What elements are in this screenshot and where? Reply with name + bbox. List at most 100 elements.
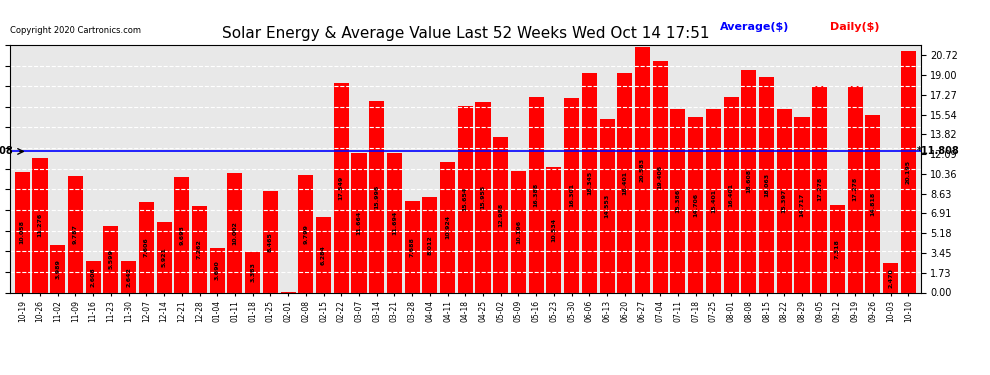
Bar [600,118,615,292]
Bar [263,191,278,292]
Bar [706,108,721,292]
Text: *11.808: *11.808 [0,147,14,156]
Bar [156,222,171,292]
Text: 5.599: 5.599 [108,249,114,269]
Bar [351,153,366,292]
Bar [830,205,844,292]
Bar [847,86,862,292]
Bar [582,74,597,292]
Text: 15.386: 15.386 [675,189,680,213]
Text: 10.058: 10.058 [20,220,25,245]
Text: 18.063: 18.063 [764,172,769,196]
Text: 15.955: 15.955 [480,185,485,209]
Text: 16.301: 16.301 [569,183,574,207]
Text: 2.642: 2.642 [126,267,131,286]
Bar [86,261,101,292]
Text: 7.262: 7.262 [197,239,202,259]
Text: 2.608: 2.608 [91,267,96,287]
Bar [210,248,225,292]
Bar [174,177,189,292]
Text: 3.989: 3.989 [55,259,60,279]
Text: 14.706: 14.706 [693,193,698,217]
Bar [742,70,756,292]
Bar [564,98,579,292]
Text: 10.534: 10.534 [551,217,556,242]
Text: 9.693: 9.693 [179,225,184,245]
Text: 15.397: 15.397 [782,188,787,213]
Bar [15,172,30,292]
Text: 5.921: 5.921 [161,247,166,267]
Text: 10.002: 10.002 [233,221,238,245]
Text: 3.690: 3.690 [215,261,220,280]
Bar [475,102,491,292]
Text: 8.465: 8.465 [268,232,273,252]
Bar [316,217,331,292]
Text: 7.688: 7.688 [410,237,415,256]
Bar [246,252,260,292]
Text: 17.549: 17.549 [339,176,344,200]
Bar [883,263,898,292]
Text: 12.988: 12.988 [498,203,503,227]
Text: 20.195: 20.195 [906,160,911,184]
Text: 2.470: 2.470 [888,268,893,288]
Bar [794,117,810,292]
Bar [334,83,348,292]
Bar [546,166,561,292]
Bar [617,73,633,292]
Text: 14.818: 14.818 [870,192,875,216]
Bar [777,109,792,292]
Text: 11.276: 11.276 [38,213,43,237]
Bar [405,201,420,292]
Bar [457,105,473,292]
Text: 17.278: 17.278 [817,177,823,201]
Text: 15.654: 15.654 [462,187,468,211]
Text: 10.196: 10.196 [516,219,521,244]
Text: 14.553: 14.553 [605,194,610,218]
Bar [440,162,455,292]
Bar [103,226,119,292]
Text: 9.787: 9.787 [73,224,78,244]
Bar [759,77,774,292]
Text: 11.694: 11.694 [392,210,397,235]
Text: Daily($): Daily($) [830,22,879,32]
Text: 15.996: 15.996 [374,185,379,209]
Bar [635,46,650,292]
Bar [33,158,48,292]
Text: 3.383: 3.383 [250,262,255,282]
Bar [529,97,544,292]
Text: 11.664: 11.664 [356,211,361,235]
Bar [865,116,880,292]
Bar [901,51,916,292]
Bar [139,202,153,292]
Text: 18.401: 18.401 [623,171,628,195]
Text: 6.284: 6.284 [321,245,326,265]
Text: 20.583: 20.583 [640,158,645,182]
Text: 16.401: 16.401 [729,183,734,207]
Text: 7.606: 7.606 [144,237,148,257]
Title: Solar Energy & Average Value Last 52 Weeks Wed Oct 14 17:51: Solar Energy & Average Value Last 52 Wee… [222,26,709,41]
Text: 17.278: 17.278 [852,177,857,201]
Text: 18.608: 18.608 [746,169,751,194]
Text: *11.808: *11.808 [917,147,960,156]
Text: 10.924: 10.924 [446,215,450,239]
Bar [68,176,83,292]
Text: Copyright 2020 Cartronics.com: Copyright 2020 Cartronics.com [10,26,141,35]
Bar [298,176,314,292]
Bar [493,137,508,292]
Text: 18.345: 18.345 [587,171,592,195]
Text: 16.388: 16.388 [534,183,539,207]
Bar [688,117,703,292]
Bar [50,245,65,292]
Text: 15.401: 15.401 [711,189,716,213]
Bar [511,171,526,292]
Text: 8.012: 8.012 [428,235,433,255]
Bar [121,261,137,292]
Bar [192,206,207,292]
Text: 9.799: 9.799 [303,224,308,244]
Bar [423,197,438,292]
Bar [812,86,828,292]
Text: 7.318: 7.318 [835,239,840,259]
Bar [652,61,667,292]
Text: 19.406: 19.406 [657,165,662,189]
Bar [724,97,739,292]
